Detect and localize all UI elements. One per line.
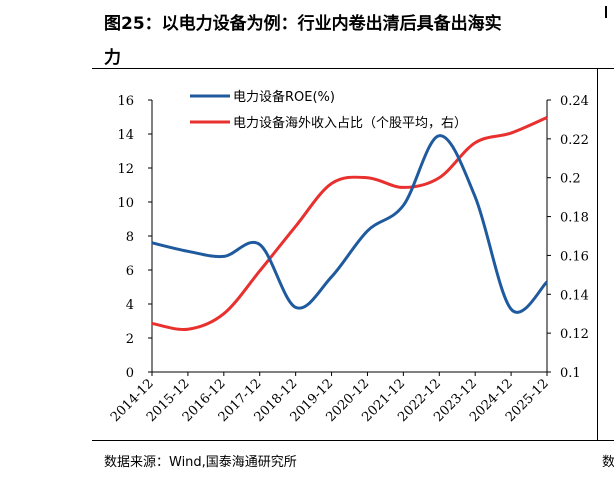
source-note: 数据来源：Wind,国泰海通研究所 (104, 455, 297, 470)
y-tick-label-right: 0.1 (560, 366, 581, 381)
chart-legend: 电力设备ROE(%) 电力设备海外收入占比（个股平均，右） (190, 89, 467, 131)
y-tick-label-left: 12 (117, 162, 134, 177)
y-tick-label-left: 8 (126, 230, 134, 245)
y-tick-label-right: 0.14 (560, 288, 589, 303)
adjacent-source-fragment: 数 (602, 455, 614, 470)
y-tick-label-right: 0.2 (560, 172, 581, 187)
y-tick-label-left: 10 (117, 196, 134, 211)
y-tick-label-left: 4 (126, 298, 134, 313)
y-tick-label-left: 14 (117, 128, 134, 143)
chart-top-rule (92, 68, 614, 69)
chart-lines (151, 116, 549, 332)
adjacent-panel-bracket (605, 6, 614, 18)
legend-label-roe: 电力设备ROE(%) (233, 89, 335, 105)
legend-label-overseas: 电力设备海外收入占比（个股平均，右） (233, 115, 467, 131)
series-line-overseas-share (151, 116, 548, 332)
y-tick-label-right: 0.22 (560, 133, 589, 148)
y-tick-label-right: 0.12 (560, 327, 589, 342)
y-tick-label-left: 6 (126, 264, 134, 279)
y-tick-label-left: 16 (117, 94, 134, 109)
y-tick-label-right: 0.18 (560, 211, 589, 226)
figure-title-line1: 图25：以电力设备为例：行业内卷出清后具备出海实 (104, 14, 502, 34)
y-tick-label-right: 0.24 (560, 94, 589, 109)
chart-axes: 0 2 4 6 8 10 12 14 16 0.1 0.12 0.14 0.16 0.18 0.2 0.22 0… (108, 94, 589, 425)
y-tick-label-left: 0 (126, 366, 134, 381)
y-tick-label-left: 2 (126, 332, 134, 347)
adjacent-panel-divider (597, 68, 598, 440)
y-tick-label-right: 0.16 (560, 249, 589, 264)
series-line-roe (151, 134, 549, 314)
figure-title-line2: 力 (104, 48, 121, 68)
chart-bottom-rule (92, 440, 614, 441)
